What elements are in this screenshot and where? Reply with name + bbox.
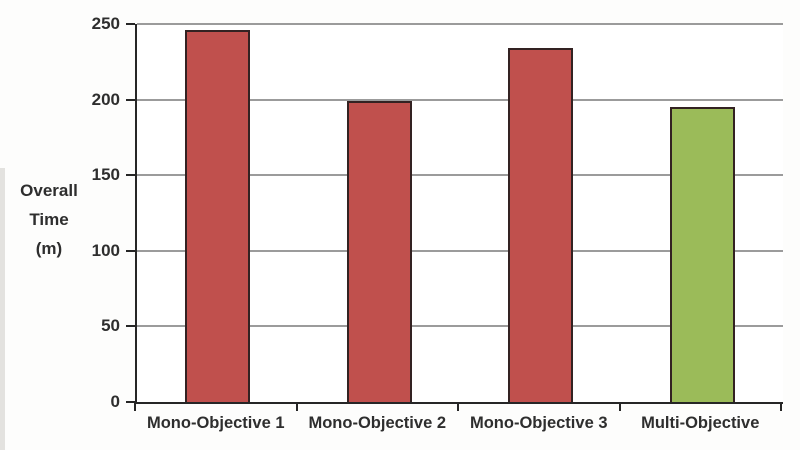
- y-axis-title-line: (m): [35, 239, 63, 258]
- y-tick-mark-250: [126, 23, 135, 25]
- y-tick-label-250: 250: [91, 14, 120, 33]
- gridline-y-100: [137, 249, 783, 252]
- y-tick-label-50: 50: [101, 316, 120, 336]
- x-tick-mark-4: [780, 402, 782, 411]
- x-tick-mark-2: [457, 402, 459, 411]
- bar-multi-objective: [669, 107, 735, 402]
- y-axis-title: Overall Time (m): [6, 176, 92, 263]
- x-tick-label-mono-objective-3: Mono-Objective 3: [469, 414, 608, 432]
- y-tick-mark-50: [126, 325, 135, 328]
- x-tick-label-multi-objective: Multi-Objective: [641, 414, 760, 432]
- bar-mono-objective-2: [346, 101, 412, 402]
- x-tick-mark-1: [295, 402, 298, 411]
- x-tick-label-mono-objective-2: Mono-Objective 2: [308, 414, 447, 432]
- gridline-y-250: [137, 23, 783, 25]
- x-tick-mark-3: [618, 402, 621, 411]
- gridline-y-50: [137, 325, 783, 328]
- x-tick-label-mono-objective-1: Mono-Objective 1: [146, 414, 285, 432]
- y-axis-title-line: Overall: [20, 181, 78, 200]
- y-tick-mark-100: [126, 249, 135, 252]
- x-tick-mark-0: [134, 402, 136, 411]
- y-tick-label-100: 100: [91, 240, 120, 260]
- y-tick-label-150: 150: [91, 165, 120, 185]
- screenshot-edge-artifact: [0, 168, 5, 450]
- gridline-y-200: [137, 98, 783, 101]
- bar-mono-objective-1: [185, 30, 251, 402]
- y-tick-mark-200: [126, 98, 135, 101]
- y-axis-title-line: Time: [29, 210, 69, 229]
- bar-mono-objective-3: [508, 48, 574, 402]
- plot-area: [135, 23, 783, 404]
- y-tick-mark-0: [126, 401, 135, 403]
- y-tick-mark-150: [126, 174, 135, 177]
- y-tick-label-0: 0: [110, 392, 120, 411]
- y-tick-label-200: 200: [91, 89, 120, 109]
- gridline-y-150: [137, 174, 783, 177]
